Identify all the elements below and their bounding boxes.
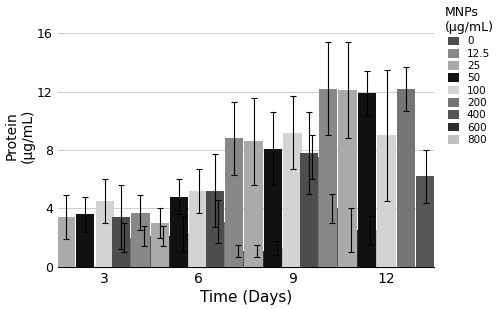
- Bar: [264, 149, 282, 267]
- Bar: [455, 197, 473, 267]
- Bar: [134, 236, 153, 267]
- Bar: [115, 238, 134, 267]
- Bar: [319, 89, 338, 267]
- Bar: [244, 141, 263, 267]
- Y-axis label: Protein
(μg/mL): Protein (μg/mL): [4, 108, 34, 163]
- Bar: [322, 209, 341, 267]
- Legend: 0, 12.5, 25, 50, 100, 200, 400, 600, 800: 0, 12.5, 25, 50, 100, 200, 400, 600, 800: [442, 4, 496, 147]
- Bar: [112, 217, 130, 267]
- Bar: [154, 236, 172, 267]
- X-axis label: Time (Days): Time (Days): [200, 290, 292, 305]
- Bar: [300, 153, 318, 267]
- Bar: [228, 251, 247, 267]
- Bar: [416, 176, 435, 267]
- Bar: [248, 251, 266, 267]
- Bar: [206, 191, 224, 267]
- Bar: [174, 233, 192, 267]
- Bar: [209, 222, 228, 267]
- Bar: [76, 214, 94, 267]
- Bar: [56, 217, 75, 267]
- Bar: [303, 157, 322, 267]
- Bar: [342, 230, 360, 267]
- Bar: [338, 90, 357, 267]
- Bar: [362, 230, 380, 267]
- Bar: [131, 213, 150, 267]
- Bar: [190, 191, 208, 267]
- Bar: [397, 89, 415, 267]
- Bar: [378, 135, 396, 267]
- Bar: [96, 201, 114, 267]
- Bar: [170, 197, 188, 267]
- Bar: [358, 93, 376, 267]
- Bar: [436, 77, 454, 267]
- Bar: [225, 138, 244, 267]
- Bar: [37, 211, 56, 267]
- Bar: [150, 223, 169, 267]
- Bar: [268, 248, 286, 267]
- Bar: [284, 133, 302, 267]
- Bar: [18, 207, 36, 267]
